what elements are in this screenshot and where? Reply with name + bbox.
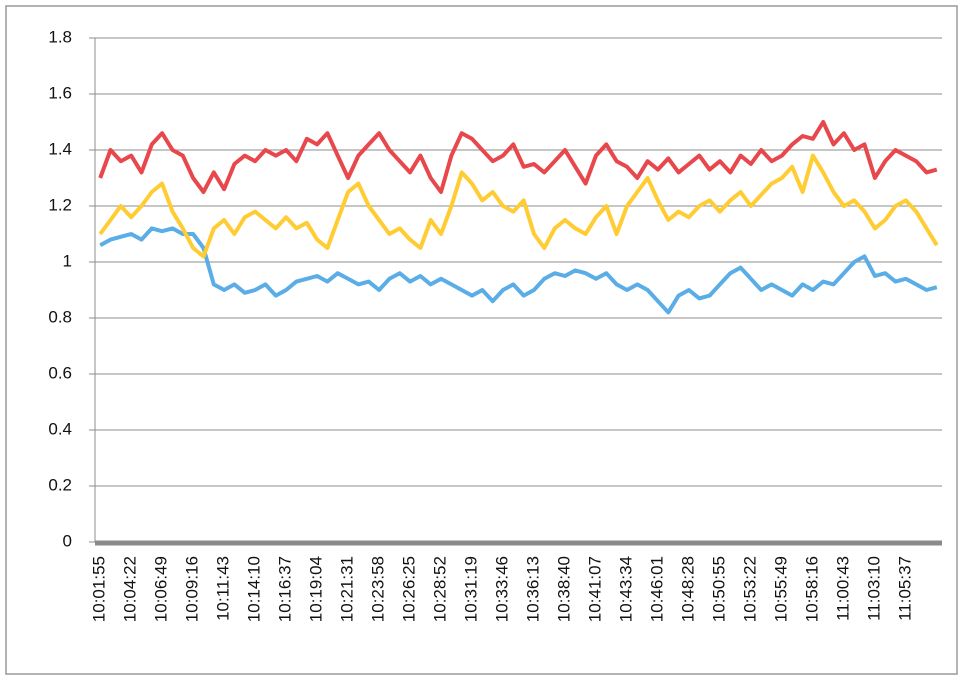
x-tick-label: 10:38:40 bbox=[554, 556, 573, 622]
x-tick-label: 10:06:49 bbox=[152, 556, 171, 622]
y-tick-label: 1.8 bbox=[48, 27, 72, 46]
x-tick-label: 10:26:25 bbox=[400, 556, 419, 622]
series-line bbox=[99, 226, 938, 315]
x-tick-label: 10:04:22 bbox=[121, 556, 140, 622]
y-tick-label: 1.6 bbox=[48, 83, 72, 102]
x-tick-label: 10:09:16 bbox=[183, 556, 202, 622]
x-tick-label: 10:41:07 bbox=[585, 556, 604, 622]
x-tick-label: 10:53:22 bbox=[740, 556, 759, 622]
x-tick-label: 11:05:37 bbox=[895, 556, 914, 621]
y-tick-label: 0.4 bbox=[48, 419, 72, 438]
x-tick-label: 11:03:10 bbox=[864, 556, 883, 621]
series-line bbox=[98, 120, 938, 194]
x-tick-label: 10:55:49 bbox=[771, 556, 790, 622]
y-tick-label: 0.8 bbox=[48, 307, 72, 326]
x-tick-label: 10:16:37 bbox=[276, 556, 295, 622]
x-tick-label: 10:01:55 bbox=[90, 556, 109, 622]
chart-frame bbox=[5, 5, 958, 675]
x-tick-label: 10:43:34 bbox=[616, 556, 635, 622]
x-tick-label: 10:36:13 bbox=[523, 556, 542, 622]
y-tick-label: 0.2 bbox=[48, 475, 72, 494]
x-tick-label: 11:00:43 bbox=[833, 556, 852, 621]
x-tick-label: 10:21:31 bbox=[338, 556, 357, 622]
x-tick-label: 10:58:16 bbox=[802, 556, 821, 622]
x-tick-label: 10:33:46 bbox=[492, 556, 511, 622]
x-tick-label: 10:28:52 bbox=[431, 556, 450, 622]
x-tick-label: 10:50:55 bbox=[709, 556, 728, 622]
x-tick-label: 10:48:28 bbox=[678, 556, 697, 622]
series-line bbox=[98, 153, 939, 259]
y-tick-label: 1.2 bbox=[48, 195, 72, 214]
x-tick-label: 10:14:10 bbox=[245, 556, 264, 622]
x-tick-label: 10:31:19 bbox=[462, 556, 481, 622]
y-tick-label: 1 bbox=[63, 251, 72, 270]
y-tick-label: 0 bbox=[63, 531, 72, 550]
x-tick-label: 10:23:58 bbox=[369, 556, 388, 622]
y-tick-label: 1.4 bbox=[48, 139, 72, 158]
x-tick-label: 10:11:43 bbox=[214, 556, 233, 621]
x-tick-label: 10:46:01 bbox=[647, 556, 666, 622]
x-tick-label: 10:19:04 bbox=[307, 556, 326, 622]
y-tick-label: 0.6 bbox=[48, 363, 72, 382]
